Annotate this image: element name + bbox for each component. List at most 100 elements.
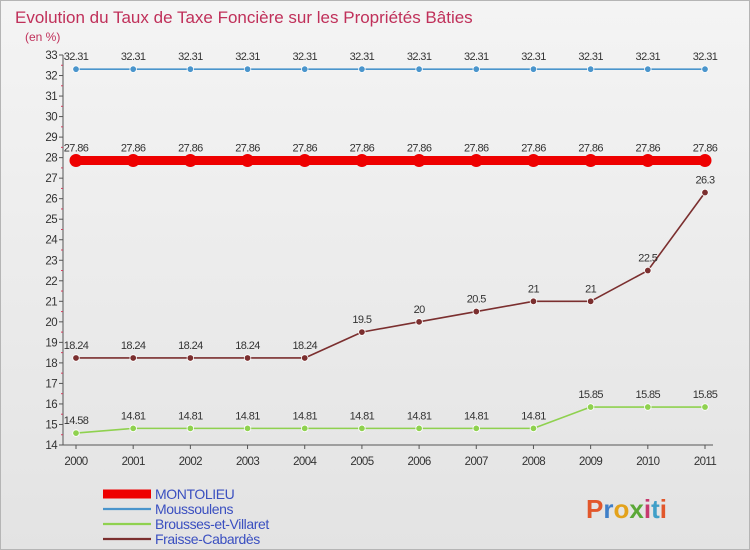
x-tick-label: 2008: [522, 456, 545, 468]
x-tick-label: 2003: [236, 456, 259, 468]
data-point-montolieu: [526, 154, 540, 168]
data-label-fraisse-cabard-s: 20: [414, 304, 426, 316]
y-tick-label: 26: [45, 194, 57, 206]
data-point-brousses-et-villaret: [186, 424, 195, 433]
data-point-moussoulens: [529, 65, 538, 73]
y-tick-label: 31: [45, 91, 57, 103]
data-label-brousses-et-villaret: 15.85: [578, 389, 603, 401]
data-point-fraisse-cabard-s: [415, 318, 423, 326]
data-point-fraisse-cabard-s: [586, 297, 595, 306]
data-label-moussoulens: 32.31: [578, 51, 603, 63]
data-point-brousses-et-villaret: [358, 424, 366, 433]
logo-text: Proxiti: [586, 494, 667, 524]
y-tick-label: 30: [45, 112, 57, 124]
data-point-montolieu: [69, 154, 83, 168]
data-label-montolieu: 27.86: [178, 143, 203, 155]
logo-letter: o: [613, 494, 629, 524]
proxiti-logo: Proxiti: [586, 494, 667, 524]
data-point-moussoulens: [358, 65, 366, 73]
series-layer: [69, 65, 712, 437]
data-point-brousses-et-villaret: [586, 403, 595, 411]
y-tick-label: 20: [45, 317, 57, 329]
data-point-fraisse-cabard-s: [72, 354, 80, 362]
data-point-montolieu: [469, 154, 483, 168]
data-point-brousses-et-villaret: [529, 424, 538, 433]
data-label-brousses-et-villaret: 14.81: [235, 410, 260, 422]
chart-axes: 14 15 16 17 18 19 20 21 22 23 24 25 26 27 28 29 30 31 32 33…: [45, 50, 717, 468]
data-label-fraisse-cabard-s: 19.5: [352, 314, 371, 326]
logo-letter: x: [629, 494, 644, 524]
data-point-moussoulens: [586, 65, 595, 73]
x-tick-label: 2001: [122, 456, 145, 468]
data-label-montolieu: 27.86: [235, 143, 260, 155]
y-tick-label: 16: [45, 399, 57, 411]
data-label-fraisse-cabard-s: 18.24: [235, 340, 260, 352]
data-label-moussoulens: 32.31: [693, 51, 718, 63]
data-label-montolieu: 27.86: [521, 143, 546, 155]
data-label-moussoulens: 32.31: [178, 51, 203, 63]
data-label-fraisse-cabard-s: 18.24: [64, 340, 89, 352]
data-label-montolieu: 27.86: [464, 143, 489, 155]
data-point-moussoulens: [186, 65, 195, 73]
data-label-brousses-et-villaret: 14.58: [64, 415, 89, 427]
y-tick-label: 19: [45, 337, 57, 349]
logo-letter: i: [660, 494, 667, 524]
data-label-fraisse-cabard-s: 18.24: [292, 340, 317, 352]
data-label-montolieu: 27.86: [292, 143, 317, 155]
data-point-brousses-et-villaret: [701, 403, 709, 411]
data-point-brousses-et-villaret: [72, 429, 80, 437]
data-label-brousses-et-villaret: 14.81: [292, 410, 317, 422]
y-tick-label: 17: [45, 378, 57, 390]
chart-title: Evolution du Taux de Taxe Foncière sur l…: [15, 8, 473, 27]
data-point-montolieu: [298, 154, 312, 168]
legend-label-brousses-et-villaret: Brousses-et-Villaret: [155, 516, 269, 532]
data-point-fraisse-cabard-s: [186, 354, 195, 362]
data-point-fraisse-cabard-s: [129, 354, 137, 362]
data-point-moussoulens: [701, 65, 709, 73]
data-point-fraisse-cabard-s: [701, 188, 709, 197]
y-tick-label: 25: [45, 214, 57, 226]
data-labels-layer: 32.31 32.31 32.31 32.31 32.31 32.31 32.31 32.31…: [64, 51, 719, 427]
logo-letter: t: [651, 494, 660, 524]
data-label-montolieu: 27.86: [693, 143, 718, 155]
data-point-moussoulens: [129, 65, 137, 73]
data-point-fraisse-cabard-s: [301, 354, 309, 362]
data-label-moussoulens: 32.31: [292, 51, 317, 63]
data-label-brousses-et-villaret: 14.81: [407, 410, 432, 422]
data-point-brousses-et-villaret: [301, 424, 309, 433]
chart-legend: MONTOLIEUMoussoulensBrousses-et-Villaret…: [103, 486, 270, 547]
data-label-brousses-et-villaret: 14.81: [464, 410, 489, 422]
x-tick-label: 2007: [465, 456, 488, 468]
x-tick-label: 2009: [579, 456, 602, 468]
y-tick-label: 14: [45, 440, 58, 452]
x-tick-label: 2002: [179, 456, 202, 468]
y-tick-label: 23: [45, 255, 57, 267]
data-point-fraisse-cabard-s: [529, 297, 538, 306]
x-tick-label: 2000: [64, 456, 87, 468]
y-tick-label: 32: [45, 71, 57, 83]
data-point-moussoulens: [243, 65, 252, 73]
data-label-moussoulens: 32.31: [407, 51, 432, 63]
data-label-montolieu: 27.86: [636, 143, 661, 155]
data-label-brousses-et-villaret: 15.85: [693, 389, 718, 401]
data-label-brousses-et-villaret: 14.81: [350, 410, 375, 422]
data-label-moussoulens: 32.31: [121, 51, 146, 63]
data-point-brousses-et-villaret: [644, 403, 652, 411]
data-label-montolieu: 27.86: [350, 143, 375, 155]
chart-subtitle: (en %): [25, 30, 60, 44]
y-tick-label: 18: [45, 358, 57, 370]
data-label-brousses-et-villaret: 14.81: [521, 410, 546, 422]
data-label-montolieu: 27.86: [64, 143, 89, 155]
data-point-brousses-et-villaret: [415, 424, 423, 433]
data-point-montolieu: [698, 154, 712, 168]
series-line-brousses-et-villaret: [75, 406, 706, 434]
y-tick-label: 24: [45, 235, 58, 247]
data-label-moussoulens: 32.31: [235, 51, 260, 63]
y-tick-label: 21: [45, 296, 57, 308]
data-label-brousses-et-villaret: 14.81: [121, 410, 146, 422]
data-point-fraisse-cabard-s: [243, 354, 252, 362]
data-label-fraisse-cabard-s: 21: [585, 283, 597, 295]
legend-label-moussoulens: Moussoulens: [155, 501, 233, 517]
